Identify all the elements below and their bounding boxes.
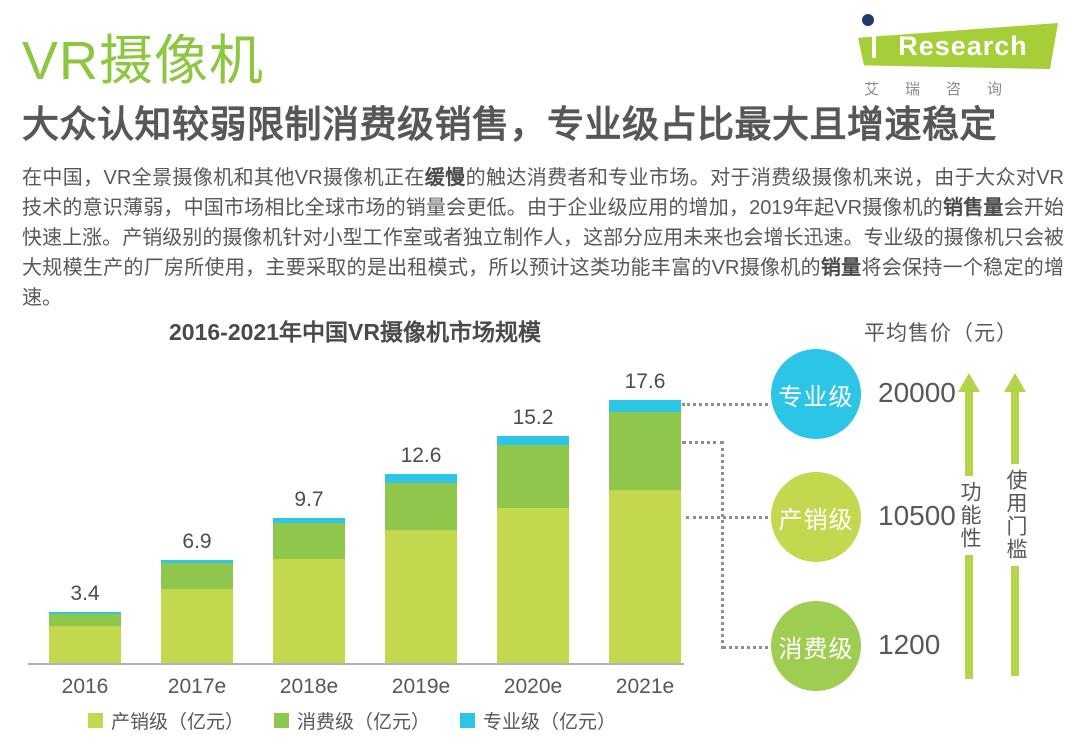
page-title: VR摄像机 — [22, 31, 265, 91]
bar-segment — [609, 490, 681, 664]
chart-legend: 产销级（亿元） 消费级（亿元） 专业级（亿元） — [88, 707, 616, 734]
bar-column: 12.6 — [385, 444, 457, 664]
legend-label: 消费级（亿元） — [297, 712, 431, 733]
bar-segment — [609, 412, 681, 490]
connector-professional — [682, 403, 768, 406]
emphasis-text: 缓慢 — [424, 167, 466, 189]
x-axis-labels: 2016 2017e 2018e 2019e 2020e 2021e — [30, 675, 690, 701]
arrow-head-icon — [1004, 373, 1026, 392]
arrow-shaft — [965, 392, 973, 476]
arrow-shaft — [1011, 566, 1019, 676]
bar-segment — [273, 559, 345, 664]
bar-segment — [497, 445, 569, 508]
logo-i-dot-icon — [862, 14, 874, 26]
connector-stub — [682, 441, 724, 444]
bar-column: 6.9 — [161, 530, 233, 664]
iresearch-logo: Research 艾瑞咨询 — [858, 14, 1066, 98]
arrow-shaft — [1011, 392, 1019, 464]
x-axis-label: 2020e — [503, 675, 563, 698]
logo-i-stem — [872, 36, 876, 58]
bar-value-label: 15.2 — [512, 406, 554, 429]
legend-item: 专业级（亿元） — [460, 707, 616, 734]
bar-column: 9.7 — [273, 488, 345, 664]
bar-segment — [49, 614, 121, 626]
legend-swatch — [460, 713, 476, 728]
bar-segment — [161, 560, 233, 563]
legend-item: 消费级（亿元） — [274, 707, 430, 734]
bar-segment — [385, 530, 457, 664]
bar-column: 3.4 — [49, 582, 121, 664]
x-axis-label: 2019e — [391, 675, 451, 698]
emphasis-text: 销量 — [820, 257, 862, 279]
legend-swatch — [274, 713, 290, 728]
bar-segment — [497, 508, 569, 664]
bar-value-label: 9.7 — [294, 488, 324, 511]
legend-swatch — [88, 713, 103, 728]
emphasis-text: 销售量 — [943, 197, 1004, 219]
bar-segment — [273, 523, 345, 559]
legend-label: 产销级（亿元） — [111, 712, 245, 733]
body-paragraph: 在中国，VR全景摄像机和其他VR摄像机正在缓慢的触达消费者和专业市场。对于消费级… — [22, 163, 1064, 313]
logo-wordmark: Research — [898, 30, 1028, 61]
bar-column: 17.6 — [609, 370, 681, 664]
chart-title: 2016-2021年中国VR摄像机市场规模 — [169, 319, 541, 345]
connector-production — [686, 516, 768, 519]
arrow-head-icon — [958, 373, 980, 392]
legend-item: 产销级（亿元） — [88, 707, 244, 734]
price-circle-2: 产销级 — [771, 472, 861, 562]
arrow-shaft — [965, 555, 973, 679]
paragraph-text: 的触达消费者和专业市场。对于消费级摄像机来说，由于大众对VR技术的意识薄弱，中国… — [22, 167, 1064, 219]
report-subtitle: 大众认知较弱限制消费级销售，专业级占比最大且增速稳定 — [22, 104, 997, 145]
price-value-1: 20000 — [878, 377, 956, 408]
paragraph-text: 会开始快速上涨。产销级别的摄像机针对小型工作室或者独立制作人，这部分应用未来也会… — [22, 197, 1065, 279]
bar-segment — [497, 436, 569, 445]
x-axis-label: 2021e — [615, 675, 675, 698]
paragraph-text: 在中国，VR全景摄像机和其他VR摄像机正在 — [22, 167, 425, 189]
bar-value-label: 12.6 — [400, 444, 442, 467]
paragraph-text: 将会保持一个稳定的增速。 — [22, 257, 1065, 309]
bar-segment — [609, 400, 681, 412]
iresearch-logo-mark: Research — [858, 14, 1066, 70]
bar-segment — [273, 518, 345, 523]
x-axis-line — [28, 663, 684, 665]
bar-segment — [385, 483, 457, 530]
axis-arrow-1: 功能性 — [958, 373, 981, 679]
bar-value-label: 6.9 — [182, 530, 212, 553]
connector-consumer — [723, 646, 768, 649]
x-axis-label: 2018e — [279, 675, 339, 698]
price-circle-3: 消费级 — [771, 601, 861, 691]
bar-segment — [385, 474, 457, 483]
arrow-label: 功能性 — [958, 481, 981, 550]
stacked-bar-chart: 3.4 6.9 9.7 12.6 15.2 17.6 — [30, 370, 690, 664]
price-circle-1: 专业级 — [771, 349, 861, 439]
bar-value-label: 17.6 — [624, 370, 666, 393]
bar-value-label: 3.4 — [70, 582, 100, 605]
logo-chinese-name: 艾瑞咨询 — [864, 81, 1029, 98]
x-axis-label: 2016 — [61, 675, 109, 698]
arrow-label: 使用门槛 — [1004, 469, 1027, 561]
logo-green-flag: Research — [858, 23, 1058, 69]
bar-segment — [49, 626, 121, 664]
price-value-2: 10500 — [878, 500, 956, 531]
bar-segment — [161, 563, 233, 589]
axis-arrow-2: 使用门槛 — [1004, 373, 1027, 676]
bar-column: 15.2 — [497, 406, 569, 664]
bar-segment — [49, 612, 121, 614]
price-value-3: 1200 — [878, 629, 941, 660]
bar-segment — [161, 589, 233, 664]
x-axis-label: 2017e — [167, 675, 227, 698]
legend-label: 专业级（亿元） — [483, 712, 617, 733]
average-price-header: 平均售价（元） — [864, 322, 1018, 345]
connector-vertical — [721, 441, 724, 649]
